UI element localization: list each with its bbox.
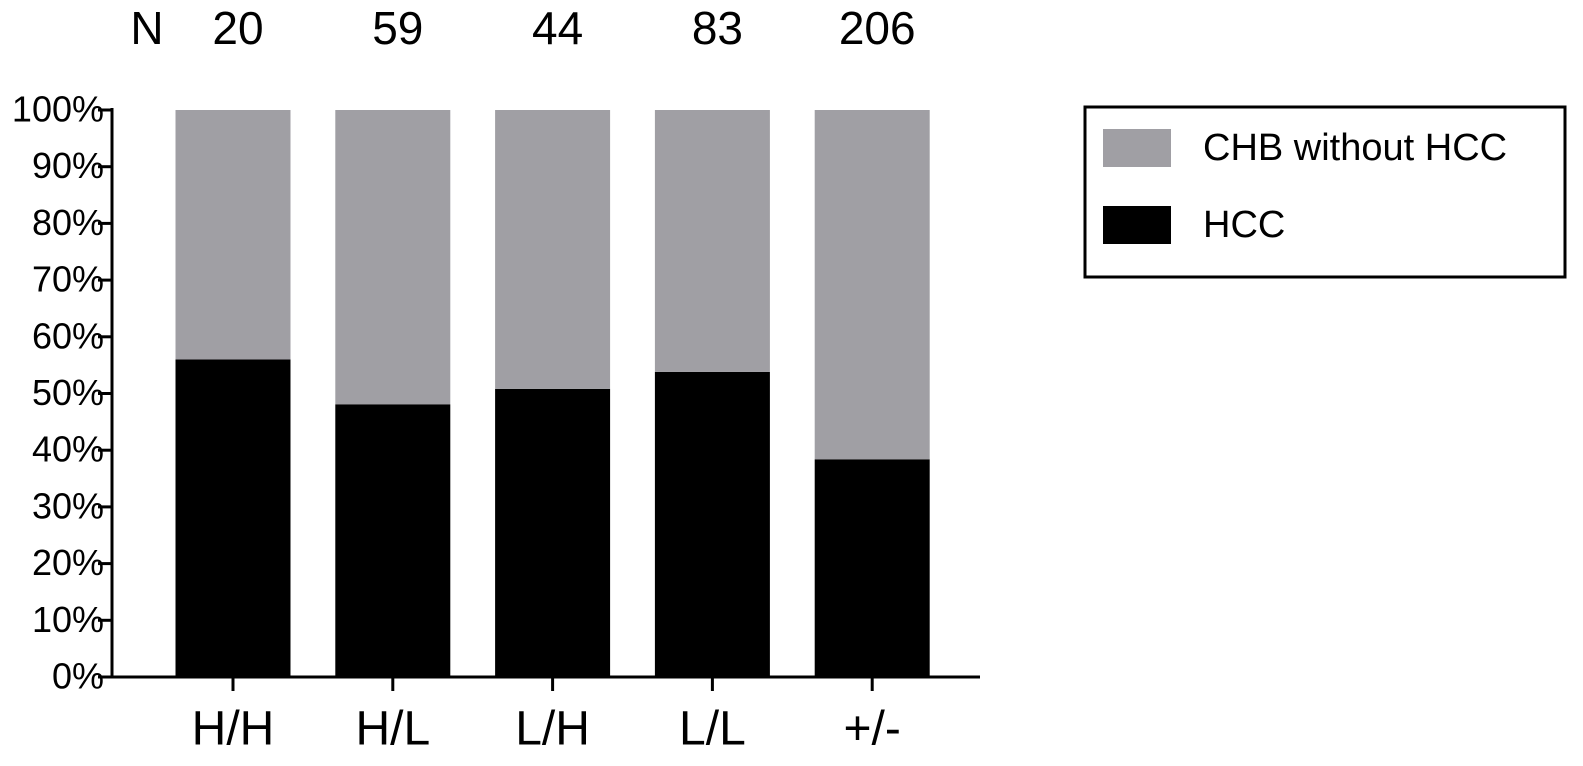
bar-segment bbox=[175, 359, 291, 677]
bar-segment bbox=[335, 404, 451, 677]
bar-segment bbox=[495, 388, 611, 677]
count-label: 20 bbox=[212, 2, 263, 54]
y-tick-label: 100% bbox=[12, 89, 104, 130]
y-tick-label: 50% bbox=[32, 372, 104, 413]
y-tick-label: 30% bbox=[32, 485, 104, 526]
y-tick-label: 0% bbox=[52, 656, 104, 697]
x-tick-label: L/H bbox=[515, 703, 590, 756]
y-tick-label: 90% bbox=[32, 145, 104, 186]
x-tick-label: L/L bbox=[679, 703, 746, 756]
legend-swatch bbox=[1103, 129, 1171, 167]
n-label: N bbox=[130, 2, 163, 54]
y-tick-label: 60% bbox=[32, 315, 104, 356]
y-tick-label: 10% bbox=[32, 599, 104, 640]
bar-segment bbox=[654, 110, 770, 372]
count-label: 83 bbox=[692, 2, 743, 54]
bar-segment bbox=[175, 110, 291, 360]
legend-box bbox=[1083, 105, 1567, 279]
count-label: 59 bbox=[372, 2, 423, 54]
bar-segment bbox=[654, 371, 770, 677]
legend-label: HCC bbox=[1203, 204, 1285, 246]
x-tick-label: H/L bbox=[355, 703, 430, 756]
y-tick-label: 20% bbox=[32, 542, 104, 583]
y-tick-label: 80% bbox=[32, 202, 104, 243]
x-tick-label: H/H bbox=[192, 703, 275, 756]
bar-segment bbox=[495, 110, 611, 389]
count-label: 206 bbox=[839, 2, 916, 54]
bar-segment bbox=[814, 110, 930, 460]
count-label: 44 bbox=[532, 2, 583, 54]
y-tick-label: 40% bbox=[32, 429, 104, 470]
bar-segment bbox=[814, 459, 930, 677]
x-tick-label: +/- bbox=[844, 703, 901, 756]
bar-segment bbox=[335, 110, 451, 405]
legend-label: CHB without HCC bbox=[1203, 127, 1507, 169]
y-tick-label: 70% bbox=[32, 259, 104, 300]
legend-swatch bbox=[1103, 206, 1171, 244]
